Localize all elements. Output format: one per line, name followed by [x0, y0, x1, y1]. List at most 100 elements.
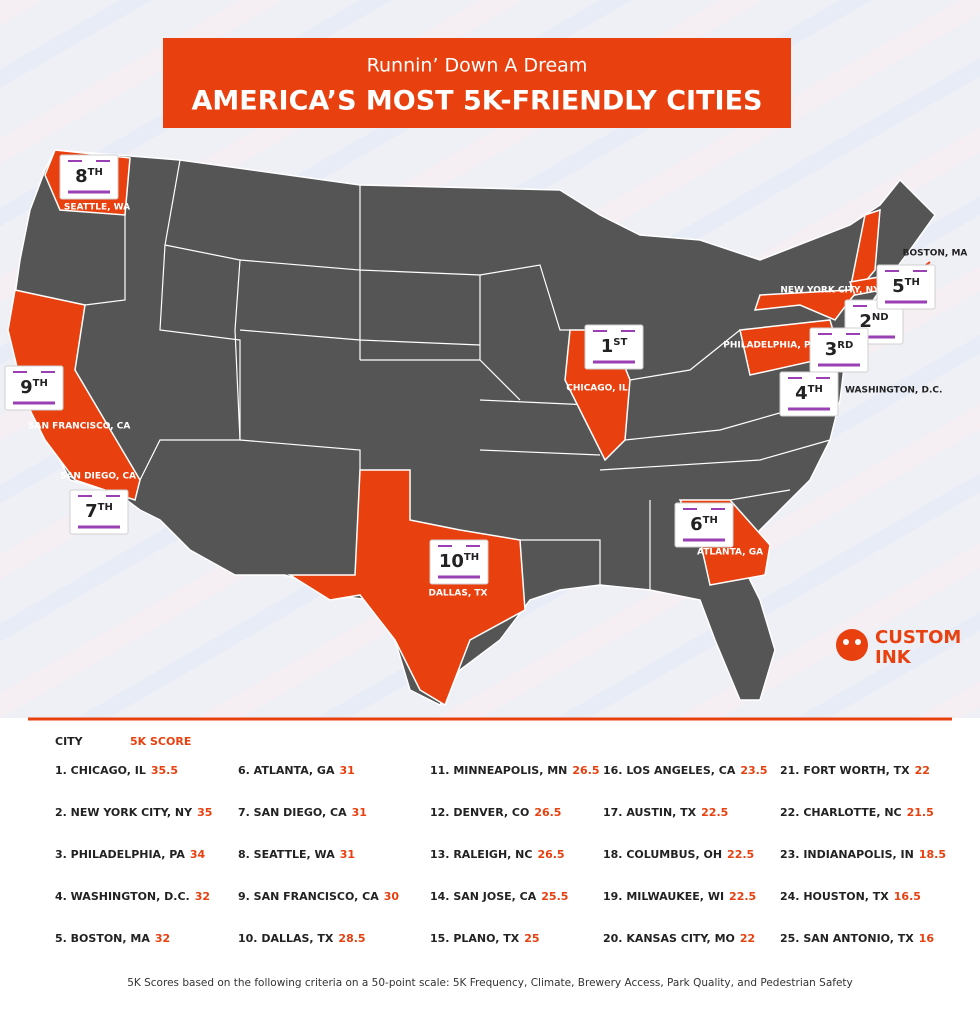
rank-suffix: RD	[837, 340, 853, 351]
ranking-city: 8. SEATTLE, WA	[238, 848, 335, 861]
ranking-panel	[0, 718, 980, 1018]
ranking-city: 23. INDIANAPOLIS, IN	[780, 848, 914, 861]
city-label: BOSTON, MA	[903, 249, 968, 259]
ranking-entry: 23. INDIANAPOLIS, IN 18.5	[780, 848, 946, 861]
ranking-city: 9. SAN FRANCISCO, CA	[238, 890, 379, 903]
rank-number: 2	[859, 311, 872, 332]
title-banner	[163, 38, 791, 128]
logo-eye	[855, 639, 861, 645]
ranking-city: 12. DENVER, CO	[430, 806, 529, 819]
city-label: DALLAS, TX	[429, 589, 488, 599]
rank-suffix: TH	[703, 515, 718, 526]
rank-suffix: TH	[905, 277, 920, 288]
ranking-entry: 17. AUSTIN, TX 22.5	[603, 806, 728, 819]
city-label: PHILADELPHIA, PA	[723, 341, 816, 351]
rank-badge: 5TH	[876, 264, 936, 310]
ranking-entry: 10. DALLAS, TX 28.5	[238, 932, 366, 945]
rank-suffix: TH	[33, 378, 48, 389]
city-label: WASHINGTON, D.C.	[845, 386, 942, 396]
badge-rank: 6TH	[690, 514, 718, 535]
rank-number: 3	[825, 339, 838, 360]
city-label: SAN FRANCISCO, CA	[28, 422, 130, 432]
logo-text: CUSTOM	[875, 627, 961, 648]
ranking-score: 31	[352, 806, 367, 819]
ranking-score: 31	[340, 848, 355, 861]
badge-card	[809, 327, 869, 373]
ranking-entry: 24. HOUSTON, TX 16.5	[780, 890, 921, 903]
logo-icon	[836, 629, 868, 661]
ranking-city: 18. COLUMBUS, OH	[603, 848, 722, 861]
ranking-entry: 14. SAN JOSE, CA 25.5	[430, 890, 568, 903]
rank-badge: 4TH	[779, 371, 839, 417]
rank-number: 9	[20, 377, 33, 398]
ranking-city: 6. ATLANTA, GA	[238, 764, 335, 777]
rank-badge: 1ST	[584, 324, 644, 370]
ranking-entry: 4. WASHINGTON, D.C. 32	[55, 890, 210, 903]
rank-suffix: ST	[613, 337, 627, 348]
texas-state	[287, 469, 526, 707]
ranking-city: 7. SAN DIEGO, CA	[238, 806, 347, 819]
rank-number: 6	[690, 514, 703, 535]
rank-badge: 10TH	[429, 539, 489, 585]
rank-number: 10	[439, 551, 464, 572]
rank-suffix: TH	[88, 167, 103, 178]
ranking-score: 22	[740, 932, 755, 945]
ranking-score: 22.5	[701, 806, 728, 819]
city-label: SEATTLE, WA	[64, 203, 130, 213]
ranking-entry: 15. PLANO, TX 25	[430, 932, 540, 945]
badge-card	[779, 371, 839, 417]
ranking-entry: 21. FORT WORTH, TX 22	[780, 764, 930, 777]
badge-rank: 7TH	[85, 501, 113, 522]
ranking-entry: 12. DENVER, CO 26.5	[430, 806, 561, 819]
ranking-city: 11. MINNEAPOLIS, MN	[430, 764, 567, 777]
rank-badge: 7TH	[69, 489, 129, 535]
ranking-city: 24. HOUSTON, TX	[780, 890, 889, 903]
badge-rank: 3RD	[825, 339, 854, 360]
ranking-score: 22.5	[729, 890, 756, 903]
ranking-score: 32	[155, 932, 170, 945]
city-label: SAN DIEGO, CA	[60, 472, 136, 482]
ranking-score: 25	[524, 932, 539, 945]
ranking-score: 26.5	[537, 848, 564, 861]
badge-rank: 4TH	[795, 383, 823, 404]
badge-card	[4, 365, 64, 411]
ranking-score: 21.5	[907, 806, 934, 819]
ranking-score: 35	[197, 806, 212, 819]
ranking-entry: 16. LOS ANGELES, CA 23.5	[603, 764, 767, 777]
ranking-score: 22.5	[727, 848, 754, 861]
badge-card	[584, 324, 644, 370]
ranking-city: 25. SAN ANTONIO, TX	[780, 932, 914, 945]
ranking-entry: 2. NEW YORK CITY, NY 35	[55, 806, 212, 819]
ranking-score: 35.5	[151, 764, 178, 777]
ranking-city: 21. FORT WORTH, TX	[780, 764, 910, 777]
title: AMERICA’S MOST 5K-FRIENDLY CITIES	[192, 86, 763, 117]
ranking-entry: 13. RALEIGH, NC 26.5	[430, 848, 565, 861]
ranking-entry: 1. CHICAGO, IL 35.5	[55, 764, 178, 777]
ranking-city: 22. CHARLOTTE, NC	[780, 806, 902, 819]
ranking-city: 14. SAN JOSE, CA	[430, 890, 537, 903]
ranking-city: 1. CHICAGO, IL	[55, 764, 146, 777]
subtitle: Runnin’ Down A Dream	[367, 55, 588, 77]
ranking-city: 10. DALLAS, TX	[238, 932, 334, 945]
rank-suffix: TH	[98, 502, 113, 513]
ranking-entry: 7. SAN DIEGO, CA 31	[238, 806, 367, 819]
logo: CUSTOM INK	[836, 627, 961, 668]
ranking-city: 4. WASHINGTON, D.C.	[55, 890, 190, 903]
ranking-score: 22	[915, 764, 930, 777]
badge-card	[69, 489, 129, 535]
badge-rank: 2ND	[859, 311, 888, 332]
ranking-score: 25.5	[541, 890, 568, 903]
us-outline	[9, 149, 936, 706]
ranking-city: 16. LOS ANGELES, CA	[603, 764, 736, 777]
ranking-score: 31	[339, 764, 354, 777]
ranking-score: 26.5	[572, 764, 599, 777]
rank-suffix: TH	[464, 552, 479, 563]
ranking-city: 13. RALEIGH, NC	[430, 848, 532, 861]
ranking-entry: 22. CHARLOTTE, NC 21.5	[780, 806, 934, 819]
rank-number: 7	[85, 501, 98, 522]
ranking-city: 3. PHILADELPHIA, PA	[55, 848, 185, 861]
badge-rank: 8TH	[75, 166, 103, 187]
city-label: ATLANTA, GA	[697, 548, 763, 558]
rank-markers: 1ST CHICAGO, IL 2ND NEW YORK CITY, NY 3RD PHI…	[4, 154, 968, 599]
